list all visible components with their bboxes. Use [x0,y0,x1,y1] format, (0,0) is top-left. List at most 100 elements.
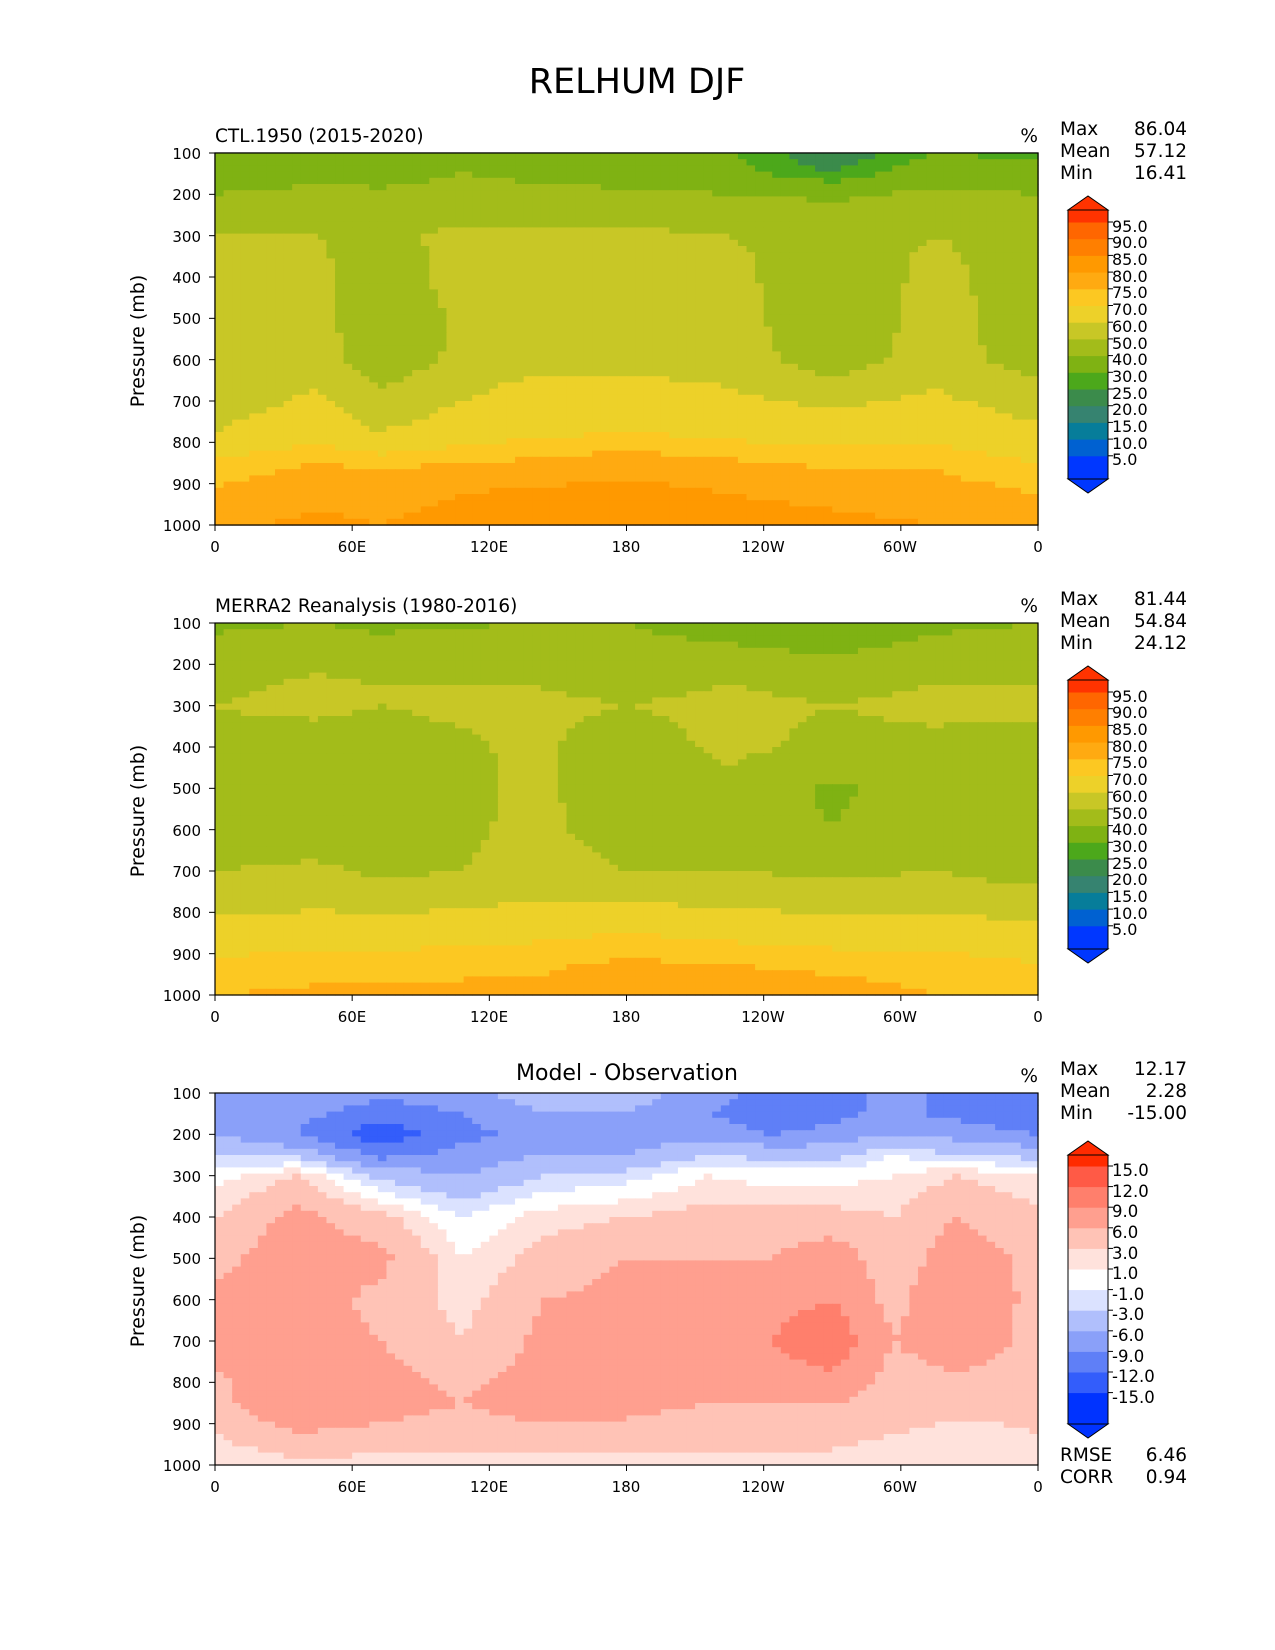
contour-cell [763,171,773,179]
contour-cell [343,320,353,328]
contour-cell [986,159,996,166]
contour-cell [943,239,953,247]
contour-cell [240,413,250,421]
contour-cell [892,438,902,445]
contour-cell [575,345,585,352]
contour-cell [686,270,696,278]
contour-cell [960,469,971,476]
contour-cell [309,376,319,383]
contour-cell [429,159,439,166]
contour-cell [566,339,576,346]
contour-cell [695,153,705,160]
contour-cell [763,463,773,470]
contour-cell [223,289,233,297]
contour-cell [583,177,593,185]
contour-cell [549,277,559,284]
contour-cell [720,438,730,445]
contour-cell [240,221,250,228]
contour-cell [497,370,508,377]
contour-cell [703,233,713,241]
contour-cell [386,202,396,210]
contour-cell [266,208,276,216]
contour-cell [746,407,756,414]
contour-cell [952,419,962,427]
contour-cell [575,264,585,272]
contour-cell [1029,456,1039,464]
contour-cell [840,184,850,191]
contour-cell [549,432,559,439]
contour-cell [823,376,833,383]
contour-cell [317,233,328,241]
contour-cell [309,177,319,185]
contour-cell [660,363,670,371]
contour-cell [926,196,936,204]
contour-cell [806,308,816,315]
contour-cell [335,450,345,458]
contour-cell [643,376,653,383]
contour-cell [497,469,508,476]
contour-cell [515,407,525,414]
contour-cell [695,432,705,439]
contour-cell [677,233,688,241]
contour-cell [592,227,602,235]
contour-cell [532,463,542,470]
contour-cell [566,326,576,334]
contour-cell [635,450,645,458]
contour-cell [909,438,919,445]
contour-cell [249,196,259,204]
contour-cell [1003,438,1013,445]
contour-cell [480,332,490,340]
contour-cell [806,438,816,445]
contour-cell [352,339,362,346]
contour-cell [317,438,328,445]
contour-cell [360,413,370,421]
contour-cell [292,159,302,166]
contour-cell [849,382,859,390]
contour-cell [995,283,1005,290]
contour-cell [669,208,679,216]
contour-cell [575,233,585,241]
contour-cell [695,394,705,402]
contour-cell [386,246,396,253]
contour-cell [557,413,568,421]
contour-cell [292,332,302,340]
contour-cell [926,438,936,445]
contour-cell [892,388,902,396]
contour-cell [523,425,533,433]
contour-cell [395,450,405,458]
contour-cell [369,184,379,191]
contour-cell [952,246,962,253]
contour-cell [437,171,448,179]
contour-cell [900,159,910,166]
contour-cell [780,252,790,259]
contour-cell [823,177,833,185]
contour-cell [335,171,345,179]
contour-cell [806,295,816,303]
contour-cell [1003,326,1013,334]
contour-cell [377,239,388,247]
contour-cell [943,425,953,433]
contour-cell [652,301,662,309]
contour-cell [215,444,225,452]
contour-cell [395,258,405,266]
contour-cell [609,233,619,241]
contour-cell [635,295,645,303]
contour-cell [652,246,662,253]
contour-cell [806,425,816,433]
contour-cell [737,153,748,160]
contour-cell [695,345,705,352]
contour-cell [737,401,748,408]
contour-cell [395,432,405,439]
contour-cell [583,444,593,452]
contour-cell [832,277,842,284]
contour-cell [840,332,850,340]
contour-cell [549,425,559,433]
contour-cell [540,270,550,278]
contour-cell [275,401,285,408]
contour-cell [960,382,971,390]
contour-cell [737,432,748,439]
contour-cell [472,184,482,191]
contour-cell [249,425,259,433]
contour-cell [849,413,859,421]
contour-cell [1003,208,1013,216]
